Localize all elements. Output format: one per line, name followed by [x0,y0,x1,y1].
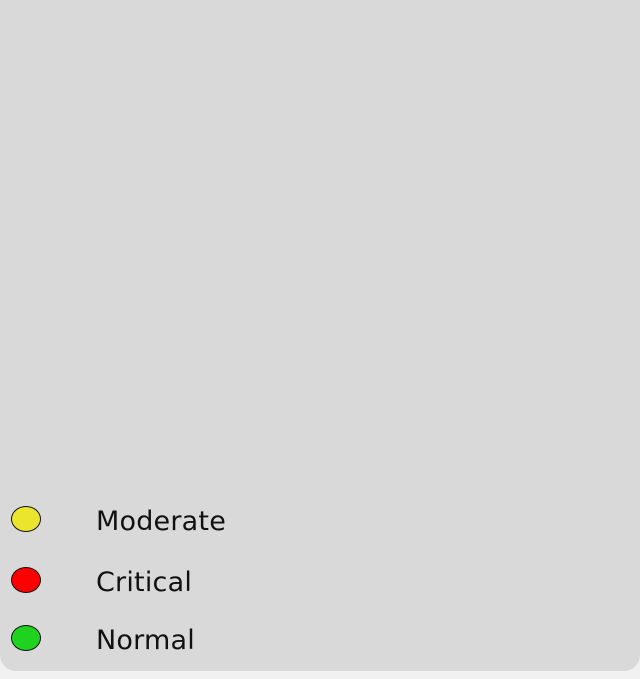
critical-dot-icon [11,567,41,593]
normal-dot-icon [11,625,41,651]
legend-label-normal: Normal [96,625,195,656]
legend-item-normal: Normal [0,619,360,659]
legend-label-critical: Critical [96,567,193,598]
moderate-dot-icon [11,506,41,532]
legend-label-moderate: Moderate [96,506,227,537]
legend-item-critical: Critical [0,561,360,601]
legend-item-moderate: Moderate [0,500,360,540]
